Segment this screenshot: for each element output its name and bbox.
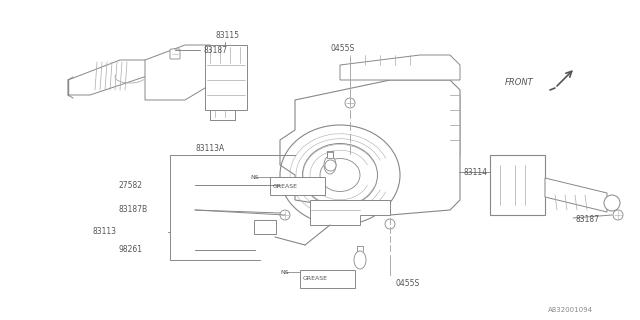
Text: 83114: 83114 xyxy=(463,167,487,177)
Circle shape xyxy=(604,195,620,211)
Text: 0455S: 0455S xyxy=(395,278,419,287)
Text: GREASE: GREASE xyxy=(303,276,328,282)
Polygon shape xyxy=(310,200,390,225)
Text: NS: NS xyxy=(250,174,259,180)
Circle shape xyxy=(613,210,623,220)
Circle shape xyxy=(345,98,355,108)
FancyBboxPatch shape xyxy=(205,45,247,110)
FancyBboxPatch shape xyxy=(490,155,545,215)
Polygon shape xyxy=(68,60,150,95)
Text: 83187B: 83187B xyxy=(118,205,147,214)
Text: GREASE: GREASE xyxy=(273,183,298,188)
Ellipse shape xyxy=(354,251,366,269)
Polygon shape xyxy=(340,55,460,80)
Text: 83115: 83115 xyxy=(215,30,239,39)
Ellipse shape xyxy=(324,156,336,174)
Text: A832001094: A832001094 xyxy=(548,307,593,313)
Bar xyxy=(300,270,355,288)
Text: 83187: 83187 xyxy=(575,215,599,225)
Text: 0455S: 0455S xyxy=(330,44,355,52)
Bar xyxy=(270,177,325,195)
Polygon shape xyxy=(280,80,460,215)
Text: 98261: 98261 xyxy=(118,245,142,254)
Text: NS: NS xyxy=(280,269,289,275)
Text: 83113: 83113 xyxy=(92,228,116,236)
Polygon shape xyxy=(545,178,607,212)
Text: 83113A: 83113A xyxy=(195,143,224,153)
Polygon shape xyxy=(145,45,210,100)
FancyBboxPatch shape xyxy=(254,220,276,234)
Text: 83187: 83187 xyxy=(203,45,227,54)
Text: FRONT: FRONT xyxy=(505,77,534,86)
Circle shape xyxy=(385,219,395,229)
Text: 27582: 27582 xyxy=(118,180,142,189)
FancyBboxPatch shape xyxy=(170,49,180,59)
Circle shape xyxy=(280,210,290,220)
